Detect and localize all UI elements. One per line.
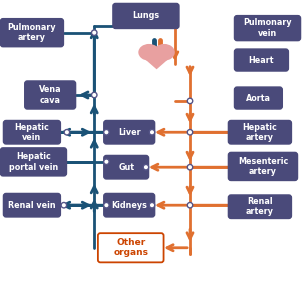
Circle shape	[149, 202, 155, 208]
FancyBboxPatch shape	[229, 195, 291, 218]
Text: Vena
cava: Vena cava	[39, 85, 61, 105]
Text: Other
organs: Other organs	[113, 238, 148, 257]
Circle shape	[187, 202, 193, 208]
Text: Hepatic
artery: Hepatic artery	[243, 123, 277, 142]
Text: Pulmonary
artery: Pulmonary artery	[8, 23, 56, 42]
Text: Hepatic
portal vein: Hepatic portal vein	[9, 152, 58, 171]
FancyBboxPatch shape	[98, 233, 164, 262]
FancyBboxPatch shape	[104, 156, 148, 179]
Text: Heart: Heart	[249, 56, 274, 64]
Circle shape	[149, 130, 155, 135]
FancyBboxPatch shape	[4, 121, 60, 144]
Text: Kidneys: Kidneys	[111, 201, 147, 210]
Polygon shape	[140, 55, 173, 69]
Text: Renal vein: Renal vein	[8, 201, 56, 210]
Text: Gut: Gut	[118, 163, 134, 172]
FancyBboxPatch shape	[229, 121, 291, 144]
Text: Pulmonary
vein: Pulmonary vein	[243, 19, 292, 38]
FancyBboxPatch shape	[235, 87, 282, 109]
Circle shape	[187, 164, 193, 170]
Circle shape	[92, 30, 97, 36]
Circle shape	[104, 130, 109, 135]
FancyBboxPatch shape	[1, 19, 63, 47]
FancyBboxPatch shape	[113, 4, 179, 28]
Text: Liver: Liver	[118, 128, 140, 137]
Text: Mesenteric
artery: Mesenteric artery	[238, 157, 288, 176]
Circle shape	[143, 164, 149, 170]
Circle shape	[104, 159, 109, 164]
Circle shape	[187, 130, 193, 135]
FancyBboxPatch shape	[235, 16, 300, 40]
FancyBboxPatch shape	[235, 49, 288, 71]
Ellipse shape	[138, 44, 160, 60]
FancyBboxPatch shape	[229, 153, 297, 180]
FancyBboxPatch shape	[4, 194, 60, 217]
Text: Lungs: Lungs	[132, 12, 160, 20]
Ellipse shape	[154, 44, 175, 60]
FancyBboxPatch shape	[104, 194, 154, 217]
Circle shape	[104, 202, 109, 208]
Text: Renal
artery: Renal artery	[246, 197, 274, 216]
Text: Aorta: Aorta	[246, 94, 271, 102]
Circle shape	[187, 98, 193, 104]
FancyBboxPatch shape	[1, 148, 66, 176]
Circle shape	[64, 130, 70, 135]
FancyBboxPatch shape	[104, 121, 154, 144]
Circle shape	[92, 92, 97, 98]
FancyBboxPatch shape	[25, 81, 75, 109]
Circle shape	[61, 202, 67, 208]
Text: Hepatic
vein: Hepatic vein	[15, 123, 49, 142]
